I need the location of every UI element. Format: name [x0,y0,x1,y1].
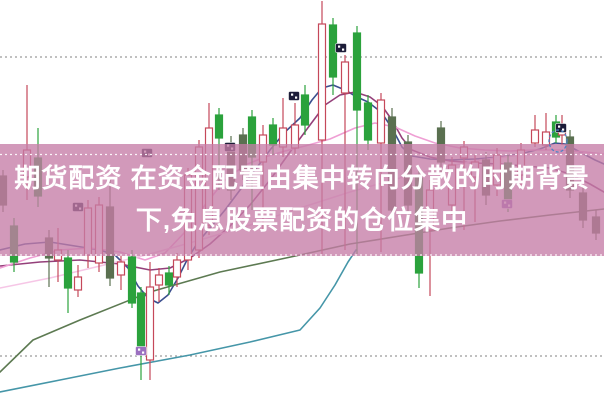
candle-body [214,114,224,139]
candle-body [268,124,278,146]
candle-body [352,32,362,111]
candle-body [363,102,373,141]
candle-body [340,61,350,94]
candle-body [541,131,551,146]
flag-marker-dot [558,125,561,128]
flag-marker-dot [138,348,141,351]
candle-body [164,272,174,286]
candle-body [530,129,540,144]
flag-marker-dot [142,351,145,354]
candle-body [317,23,327,141]
candle-body [63,257,73,289]
flag-marker-icon [335,43,347,53]
flag-marker-dot [338,45,341,48]
candle-body [73,276,83,291]
candle-body [127,256,137,304]
flag-marker-dot [291,93,294,96]
flag-marker-icon [288,91,300,101]
candle-body [300,94,310,126]
flag-marker-dot [342,48,345,51]
candle-body [136,292,146,351]
flag-marker-dot [295,96,298,99]
headline-banner-background [0,144,604,256]
candle-body [172,259,182,278]
ma-teal [0,249,357,393]
candle-body [116,261,126,276]
candle-body [145,286,155,361]
candle-body [154,274,164,286]
flag-marker-icon [135,346,147,356]
annotation-circle [548,129,568,153]
flag-marker-dot [562,128,565,131]
candle-body [376,99,386,144]
